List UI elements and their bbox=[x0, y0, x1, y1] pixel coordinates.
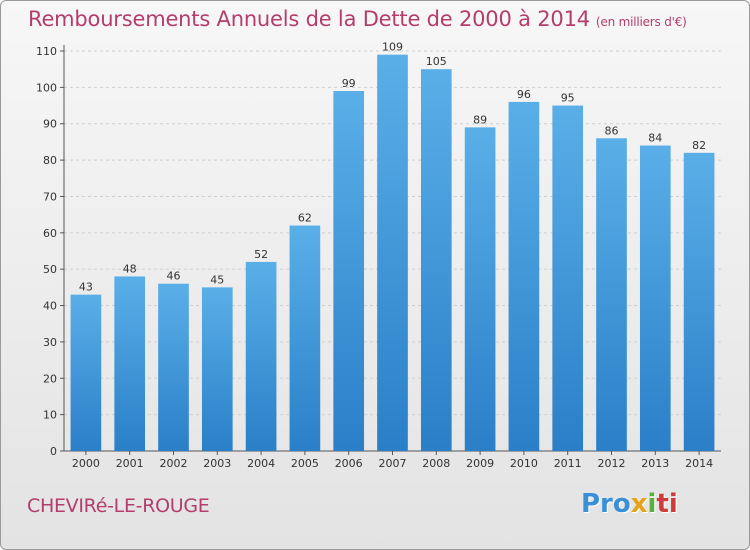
x-tick-label: 2014 bbox=[685, 457, 713, 470]
chart-title: Remboursements Annuels de la Dette de 20… bbox=[28, 7, 687, 31]
x-tick-label: 2000 bbox=[72, 457, 100, 470]
y-tick-label: 50 bbox=[43, 263, 57, 276]
value-label-2000: 43 bbox=[79, 281, 93, 294]
value-label-2011: 95 bbox=[561, 92, 575, 105]
bar-2012 bbox=[596, 138, 627, 452]
y-tick-label: 80 bbox=[43, 154, 57, 167]
bar-2000 bbox=[70, 294, 102, 451]
commune-name: CHEVIRé-LE-ROUGE bbox=[27, 495, 210, 517]
y-tick-label: 90 bbox=[43, 118, 57, 131]
value-label-2003: 45 bbox=[210, 273, 224, 286]
y-tick-label: 20 bbox=[43, 372, 57, 385]
bar-2005 bbox=[289, 225, 321, 451]
bar-2013 bbox=[639, 145, 671, 451]
y-tick-label: 0 bbox=[50, 445, 57, 458]
x-tick-label: 2001 bbox=[116, 457, 144, 470]
chart-unit: (en milliers d'€) bbox=[595, 15, 687, 29]
x-tick-label: 2009 bbox=[466, 457, 494, 470]
bar-2014 bbox=[683, 152, 715, 451]
y-tick-label: 70 bbox=[43, 190, 57, 203]
value-label-2004: 52 bbox=[254, 248, 268, 261]
bar-2007 bbox=[377, 54, 408, 452]
x-tick-label: 2003 bbox=[203, 457, 231, 470]
bar-2001 bbox=[114, 276, 146, 451]
x-tick-label: 2012 bbox=[598, 457, 626, 470]
y-tick-label: 100 bbox=[36, 81, 57, 94]
x-tick-label: 2004 bbox=[247, 457, 275, 470]
value-label-2009: 89 bbox=[473, 113, 487, 126]
x-tick-label: 2007 bbox=[379, 457, 407, 470]
value-label-2014: 82 bbox=[692, 139, 706, 152]
bar-2002 bbox=[158, 283, 189, 451]
value-label-2007: 109 bbox=[382, 41, 403, 54]
bar-2011 bbox=[552, 105, 584, 451]
y-tick-label: 10 bbox=[43, 409, 57, 422]
chart-title-text: Remboursements Annuels de la Dette de 20… bbox=[28, 7, 590, 31]
bar-2008 bbox=[420, 69, 452, 451]
bar-2006 bbox=[333, 91, 365, 451]
value-label-2010: 96 bbox=[517, 88, 531, 101]
y-tick-label: 30 bbox=[43, 336, 57, 349]
x-tick-label: 2006 bbox=[335, 457, 363, 470]
x-tick-label: 2013 bbox=[641, 457, 669, 470]
value-label-2005: 62 bbox=[298, 212, 312, 225]
x-tick-label: 2005 bbox=[291, 457, 319, 470]
x-tick-label: 2011 bbox=[554, 457, 582, 470]
value-label-2013: 84 bbox=[648, 132, 662, 145]
x-tick-label: 2010 bbox=[510, 457, 538, 470]
y-tick-label: 60 bbox=[43, 227, 57, 240]
labels: 0 10 20 30 40 50 60 70 80 90 100 110 43 2000 48 2001 46 2… bbox=[36, 41, 713, 470]
bar-2010 bbox=[508, 101, 540, 451]
value-label-2008: 105 bbox=[426, 55, 447, 68]
bar-2009 bbox=[464, 127, 496, 451]
proxiti-logo[interactable]: Proxiti bbox=[581, 489, 678, 519]
bar-2003 bbox=[201, 287, 233, 451]
value-label-2002: 46 bbox=[167, 270, 181, 283]
bars bbox=[70, 54, 715, 452]
y-tick-label: 110 bbox=[36, 45, 57, 58]
x-tick-label: 2002 bbox=[160, 457, 188, 470]
value-label-2012: 86 bbox=[605, 124, 619, 137]
value-label-2001: 48 bbox=[123, 262, 137, 275]
x-tick-label: 2008 bbox=[422, 457, 450, 470]
y-tick-label: 40 bbox=[43, 300, 57, 313]
bar-2004 bbox=[245, 261, 277, 451]
value-label-2006: 99 bbox=[342, 77, 356, 90]
